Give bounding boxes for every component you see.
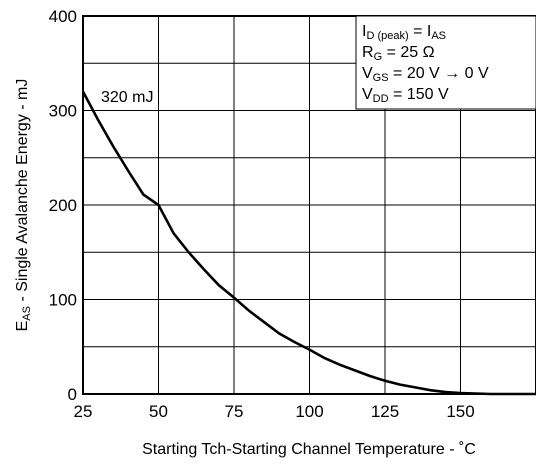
- legend-entry: ID (peak) = IAS: [362, 23, 446, 42]
- legend-text-part: = 150 V: [389, 86, 449, 103]
- legend-text-part: V: [362, 65, 373, 82]
- legend-entry: VDD = 150 V: [362, 86, 449, 105]
- y-axis-ticks: 0 100 200 300 400: [49, 7, 77, 404]
- legend-subscript: GS: [373, 72, 389, 84]
- grid-lines: [83, 16, 536, 394]
- legend-subscript: D (peak): [366, 30, 408, 42]
- y-axis-label-prefix: E: [14, 321, 31, 332]
- y-tick-label: 200: [49, 196, 77, 215]
- legend-text-part: R: [362, 44, 374, 61]
- x-axis-ticks: 25 50 75 100 125 150: [74, 402, 475, 421]
- legend-text-part: = I: [409, 23, 432, 40]
- y-axis-label-subscript: AS: [21, 306, 33, 321]
- x-tick-label: 125: [371, 402, 399, 421]
- legend-text-part: = 20 V → 0 V: [389, 65, 489, 82]
- series-line: [81, 90, 536, 396]
- y-tick-label: 300: [49, 102, 77, 121]
- x-tick-label: 25: [74, 402, 93, 421]
- x-tick-label: 100: [295, 402, 323, 421]
- plot-frame: [82, 15, 536, 395]
- legend-subscript: DD: [373, 93, 389, 105]
- y-tick-label: 0: [68, 385, 77, 404]
- y-axis-label-rest: - Single Avalanche Energy - mJ: [14, 79, 31, 306]
- x-tick-label: 50: [149, 402, 168, 421]
- x-tick-label: 75: [225, 402, 244, 421]
- legend-subscript: G: [374, 51, 383, 63]
- legend-text-part: I: [362, 23, 366, 40]
- y-tick-label: 400: [49, 7, 77, 26]
- legend-subscript: AS: [431, 30, 446, 42]
- y-tick-label: 100: [49, 291, 77, 310]
- legend-entry: VGS = 20 V → 0 V: [362, 65, 489, 84]
- x-axis-label: Starting Tch-Starting Channel Temperatur…: [142, 441, 476, 458]
- legend-entry: RG = 25 Ω: [362, 44, 435, 63]
- x-tick-label: 150: [446, 402, 474, 421]
- legend-text-part: = 25 Ω: [382, 44, 434, 61]
- legend-box: ID (peak) = IAS RG = 25 Ω VGS = 20 V → 0 V…: [355, 15, 536, 110]
- legend-text-part: V: [362, 86, 373, 103]
- y-axis-label: EAS - Single Avalanche Energy - mJ: [14, 79, 33, 332]
- annotation-320mj: 320 mJ: [101, 89, 153, 106]
- legend-lines: ID (peak) = IAS RG = 25 Ω VGS = 20 V → 0 V…: [362, 23, 489, 105]
- legend-frame: [355, 15, 536, 110]
